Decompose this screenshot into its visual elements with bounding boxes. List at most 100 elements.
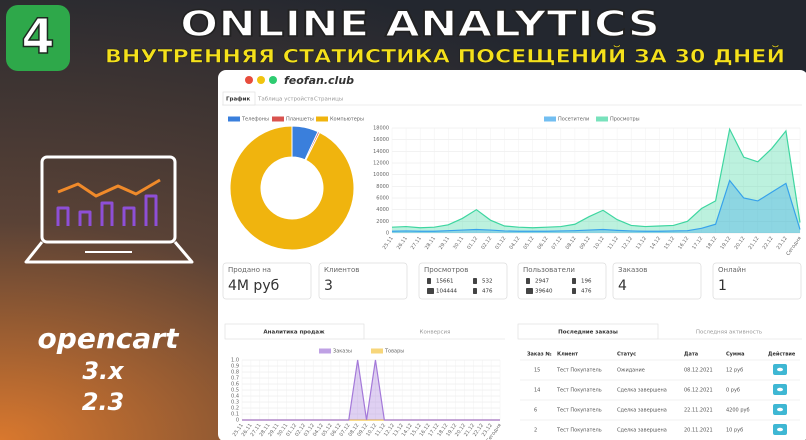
card-value: 3	[324, 278, 333, 294]
column-header: Заказ №	[527, 352, 551, 358]
legend-label: Компьютеры	[330, 117, 364, 123]
y-tick-label: 0.2	[231, 406, 239, 412]
laptop-icon	[24, 155, 194, 264]
legend-swatch	[316, 116, 328, 122]
device-count: 476	[581, 289, 592, 295]
cell: Тест Покупатель	[556, 368, 602, 374]
card-value: 4	[618, 278, 627, 294]
badge-number: 4	[21, 9, 54, 65]
view-icon	[777, 407, 783, 412]
tab[interactable]: График	[226, 96, 250, 103]
cell: 10 руб	[726, 428, 743, 434]
device-count: 39640	[535, 289, 553, 295]
window	[218, 70, 806, 440]
y-tick-label: 16000	[373, 137, 389, 143]
card-label: Онлайн	[718, 266, 746, 274]
line	[391, 179, 801, 232]
y-tick-label: 14000	[373, 149, 389, 155]
window-dot	[269, 76, 277, 84]
tab[interactable]: Аналитика продаж	[263, 330, 325, 336]
tab[interactable]: Конверсия	[420, 330, 451, 336]
device-count: 2947	[535, 279, 549, 285]
card	[712, 262, 802, 300]
y-tick-label: 0.6	[231, 382, 239, 388]
device-icon	[572, 278, 576, 284]
window-dot	[245, 76, 253, 84]
legend-swatch	[319, 348, 331, 354]
column-header: Сумма	[726, 352, 744, 358]
cell: 4200 руб	[726, 408, 750, 414]
y-tick-label: 0.3	[231, 400, 239, 406]
y-tick-label: 10000	[373, 172, 389, 178]
device-count: 532	[482, 279, 493, 285]
device-icon	[526, 288, 533, 294]
column-header: Клиент	[557, 352, 578, 358]
legend-swatch	[596, 116, 608, 122]
tab[interactable]: Страницы	[314, 97, 343, 103]
donut-slice	[229, 125, 355, 251]
cell: Тест Покупатель	[556, 388, 602, 394]
view-icon	[777, 427, 783, 432]
y-tick-label: 8000	[376, 184, 389, 190]
cell: 20.11.2021	[684, 428, 713, 434]
cell: Тест Покупатель	[556, 408, 602, 414]
cell: Сделка завершена	[617, 388, 667, 394]
device-icon	[427, 278, 431, 284]
card	[517, 262, 607, 300]
y-tick-label: 0.5	[231, 388, 239, 394]
line	[391, 127, 801, 229]
cell: Тест Покупатель	[556, 428, 602, 434]
tab-active	[517, 323, 659, 340]
view-icon	[777, 367, 783, 372]
card-value: 4М руб	[228, 278, 279, 294]
card-label: Клиентов	[324, 266, 359, 274]
cell: 08.12.2021	[684, 368, 713, 374]
area-fill	[392, 129, 800, 233]
device-icon	[473, 288, 477, 294]
legend-label: Просмотры	[610, 117, 640, 123]
view-icon	[777, 387, 783, 392]
platform: opencart	[38, 322, 181, 355]
column-header: Дата	[684, 352, 698, 358]
y-tick-label: 0.7	[231, 376, 239, 382]
cell: 6	[534, 408, 537, 414]
tab-active	[222, 91, 256, 106]
device-icon	[572, 288, 576, 294]
legend-swatch	[228, 116, 240, 122]
device-icon	[526, 278, 530, 284]
line	[242, 359, 500, 421]
card-label: Заказов	[618, 266, 647, 274]
legend-label: Товары	[384, 349, 404, 355]
card	[612, 262, 702, 300]
device-icon	[427, 288, 434, 294]
tab-active	[224, 323, 365, 340]
y-tick-label: 0.1	[231, 412, 239, 418]
device-count: 476	[482, 289, 493, 295]
device-count: 104444	[436, 289, 457, 295]
subtitle: ВНУТРЕННЯЯ СТАТИСТИКА ПОСЕЩЕНИЙ ЗА 30 ДН…	[105, 45, 785, 68]
device-count: 15661	[436, 279, 454, 285]
tab[interactable]: Последние заказы	[558, 330, 618, 336]
cell: 22.11.2021	[684, 408, 713, 414]
column-header: Статус	[617, 352, 636, 358]
y-tick-label: 2000	[376, 219, 389, 225]
card	[418, 262, 508, 300]
badge	[6, 5, 70, 71]
y-tick-label: 0.9	[231, 364, 239, 370]
legend-swatch	[272, 116, 284, 122]
tab[interactable]: Таблица устройств	[257, 96, 313, 103]
y-tick-label: 18000	[373, 126, 389, 132]
title: ONLINE ANALYTICS	[180, 4, 660, 45]
y-tick-label: 0.4	[231, 394, 239, 400]
card-label: Продано на	[228, 266, 271, 274]
cell: Ожидание	[617, 368, 645, 374]
legend-label: Заказы	[333, 349, 352, 355]
card-label: Пользователи	[523, 266, 575, 274]
cell: 15	[534, 368, 540, 374]
legend-label: Посетители	[558, 117, 589, 123]
card	[222, 262, 312, 300]
tab[interactable]: Последняя активность	[696, 330, 762, 336]
y-tick-label: 1.0	[231, 358, 239, 364]
window-dot	[257, 76, 265, 84]
